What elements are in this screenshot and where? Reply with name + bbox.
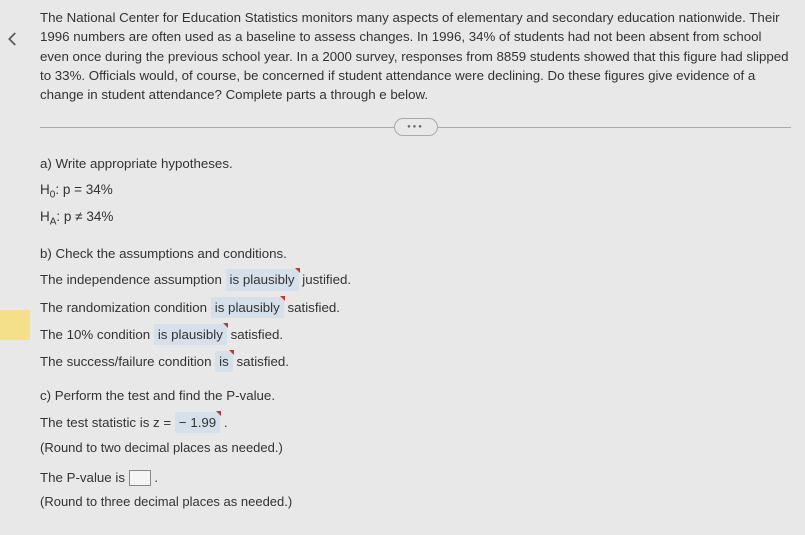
stat-post: .	[220, 415, 227, 430]
l1-pre: The independence assumption	[40, 272, 226, 287]
part-a-prompt: a) Write appropriate hypotheses.	[40, 154, 791, 173]
p-value-input[interactable]	[129, 470, 151, 486]
ten-percent-dropdown[interactable]: is plausibly	[154, 324, 227, 345]
independence-line: The independence assumption is plausibly…	[40, 269, 791, 290]
part-c-prompt: c) Perform the test and find the P-value…	[40, 386, 791, 405]
back-arrow-icon[interactable]	[4, 30, 24, 50]
l2-post: satisfied.	[284, 300, 340, 315]
ha-label: H	[40, 209, 50, 224]
l2-pre: The randomization condition	[40, 300, 211, 315]
l4-pre: The success/failure condition	[40, 354, 215, 369]
randomization-dropdown[interactable]: is plausibly	[211, 297, 284, 318]
ellipsis-icon: ●●●	[407, 123, 424, 132]
hypothesis-alt: HA: p ≠ 34%	[40, 207, 791, 230]
pval-post: .	[151, 470, 158, 485]
part-b-prompt: b) Check the assumptions and conditions.	[40, 244, 791, 263]
h0-body: : p = 34%	[55, 182, 112, 197]
independence-dropdown[interactable]: is plausibly	[226, 269, 299, 290]
pval-pre: The P-value is	[40, 470, 129, 485]
p-value-line: The P-value is .	[40, 468, 791, 487]
success-failure-dropdown[interactable]: is	[215, 351, 233, 372]
ha-body: : p ≠ 34%	[56, 209, 113, 224]
randomization-line: The randomization condition is plausibly…	[40, 297, 791, 318]
round-note-1: (Round to two decimal places as needed.)	[40, 439, 791, 458]
stat-pre: The test statistic is z =	[40, 415, 175, 430]
margin-highlight	[0, 310, 30, 340]
success-failure-line: The success/failure condition is satisfi…	[40, 351, 791, 372]
part-a: a) Write appropriate hypotheses. H0: p =…	[40, 154, 791, 230]
problem-container: The National Center for Education Statis…	[0, 0, 805, 534]
part-c: c) Perform the test and find the P-value…	[40, 386, 791, 511]
z-value-input[interactable]: − 1.99	[175, 412, 220, 433]
ten-percent-line: The 10% condition is plausibly satisfied…	[40, 324, 791, 345]
h0-label: H	[40, 182, 50, 197]
round-note-2: (Round to three decimal places as needed…	[40, 493, 791, 512]
part-b: b) Check the assumptions and conditions.…	[40, 244, 791, 372]
l4-post: satisfied.	[233, 354, 289, 369]
problem-statement: The National Center for Education Statis…	[40, 8, 791, 104]
l1-post: justified.	[299, 272, 351, 287]
section-divider: ●●●	[40, 118, 791, 136]
test-statistic-line: The test statistic is z = − 1.99 .	[40, 412, 791, 433]
hypothesis-null: H0: p = 34%	[40, 180, 791, 203]
l3-pre: The 10% condition	[40, 327, 154, 342]
expand-pill[interactable]: ●●●	[394, 118, 438, 136]
l3-post: satisfied.	[227, 327, 283, 342]
